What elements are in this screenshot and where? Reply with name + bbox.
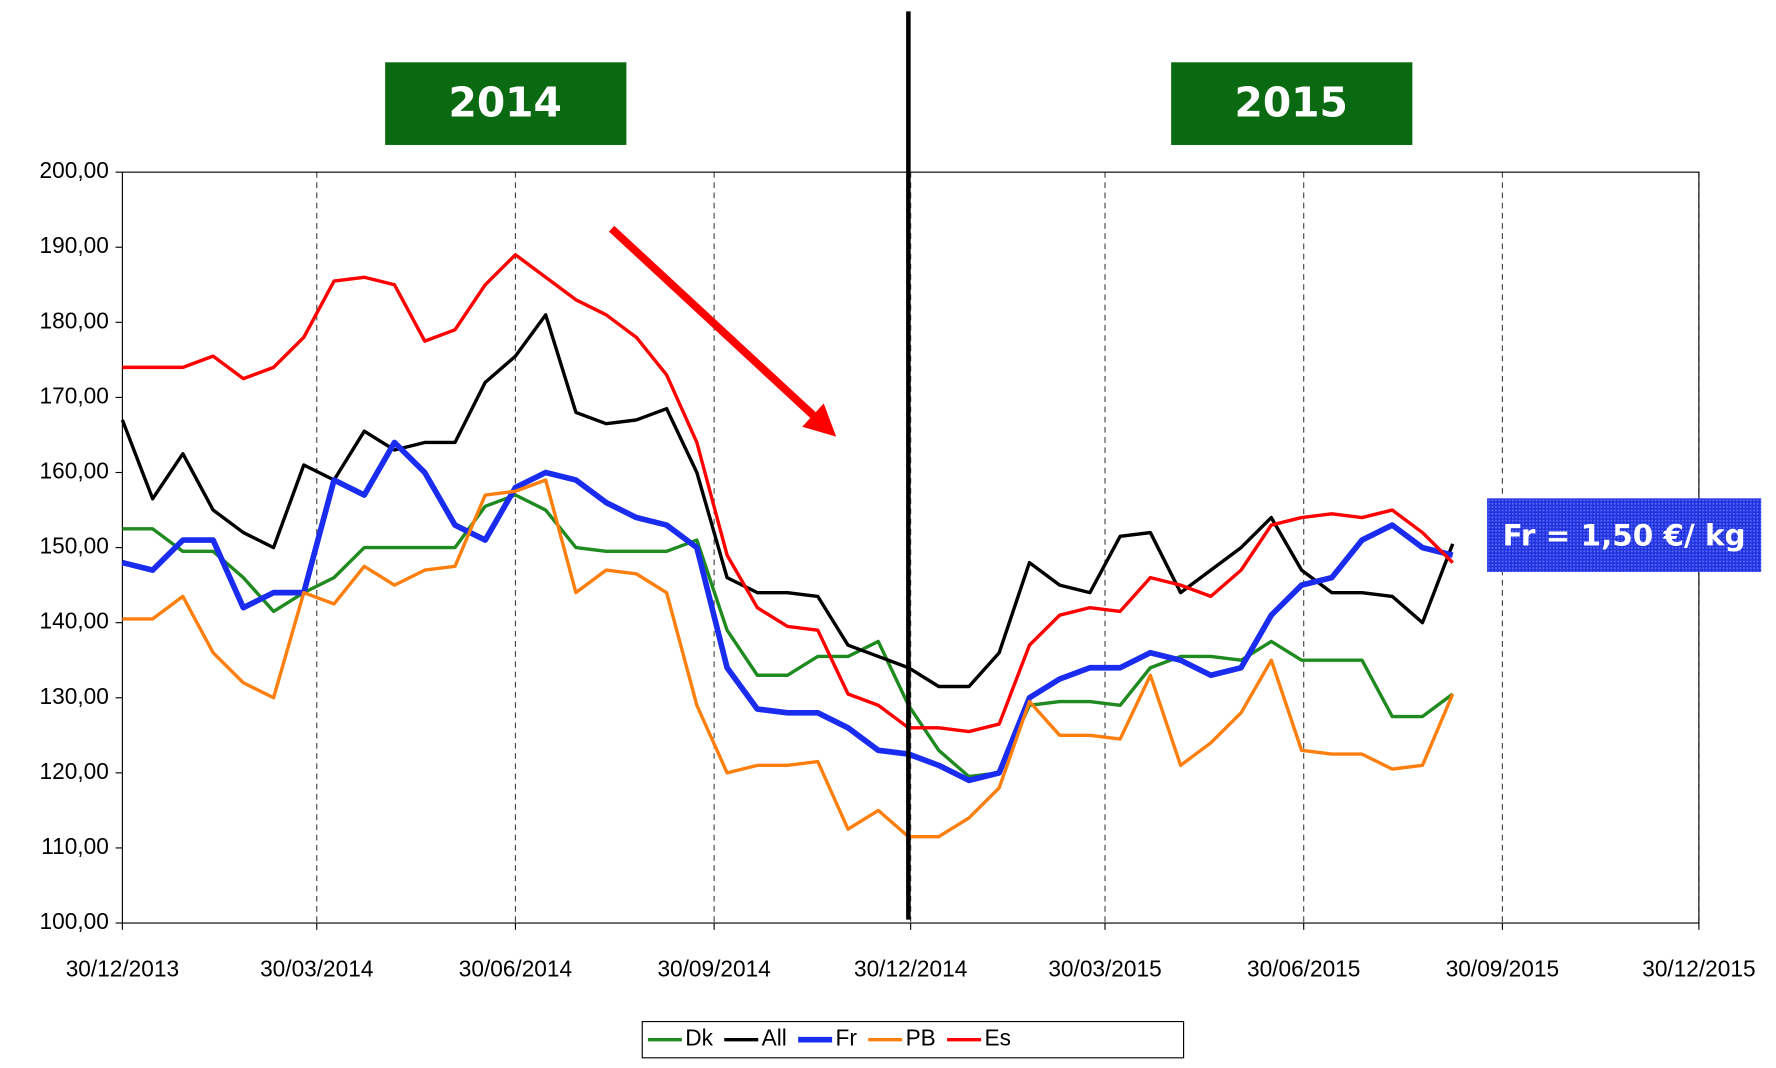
year-box [385, 62, 627, 145]
x-tick-label: 30/06/2014 [459, 956, 572, 982]
y-tick-label: 160,00 [40, 457, 109, 483]
y-tick-label: 130,00 [40, 683, 109, 709]
y-tick-label: 150,00 [40, 533, 109, 559]
y-tick-label: 120,00 [40, 758, 109, 784]
x-tick-label: 30/09/2015 [1446, 956, 1559, 982]
x-tick-label: 30/09/2014 [657, 956, 770, 982]
series-line [122, 493, 1454, 779]
series-line [122, 253, 1454, 734]
y-tick-label: 170,00 [40, 382, 109, 408]
y-tick-label: 200,00 [40, 157, 109, 183]
legend-label: Es [984, 1025, 1010, 1051]
year-box [1171, 62, 1413, 145]
annotation: 2014 [448, 78, 561, 126]
annotation: Fr = 1,50 €/ kg [1503, 518, 1746, 552]
legend-label: Dk [685, 1025, 713, 1051]
series-line [122, 478, 1455, 839]
x-tick-label: 30/12/2013 [66, 956, 179, 982]
series-line [120, 313, 1455, 689]
x-tick-label: 30/12/2015 [1642, 956, 1755, 982]
x-tick-label: 30/03/2015 [1048, 956, 1161, 982]
label-box [1487, 498, 1762, 572]
legend-label: Fr [836, 1025, 858, 1051]
y-tick-label: 180,00 [40, 307, 109, 333]
legend-label: All [762, 1025, 787, 1051]
trend-arrow [608, 225, 837, 437]
series-line [121, 439, 1454, 784]
y-tick-label: 100,00 [40, 908, 109, 934]
annotation: 2015 [1234, 78, 1347, 126]
x-tick-label: 30/03/2014 [260, 956, 373, 982]
y-tick-label: 190,00 [40, 232, 109, 258]
x-tick-label: 30/06/2015 [1247, 956, 1360, 982]
legend-label: PB [906, 1025, 936, 1051]
x-tick-label: 30/12/2014 [854, 956, 967, 982]
y-tick-label: 140,00 [40, 608, 109, 634]
y-tick-label: 110,00 [41, 833, 109, 859]
